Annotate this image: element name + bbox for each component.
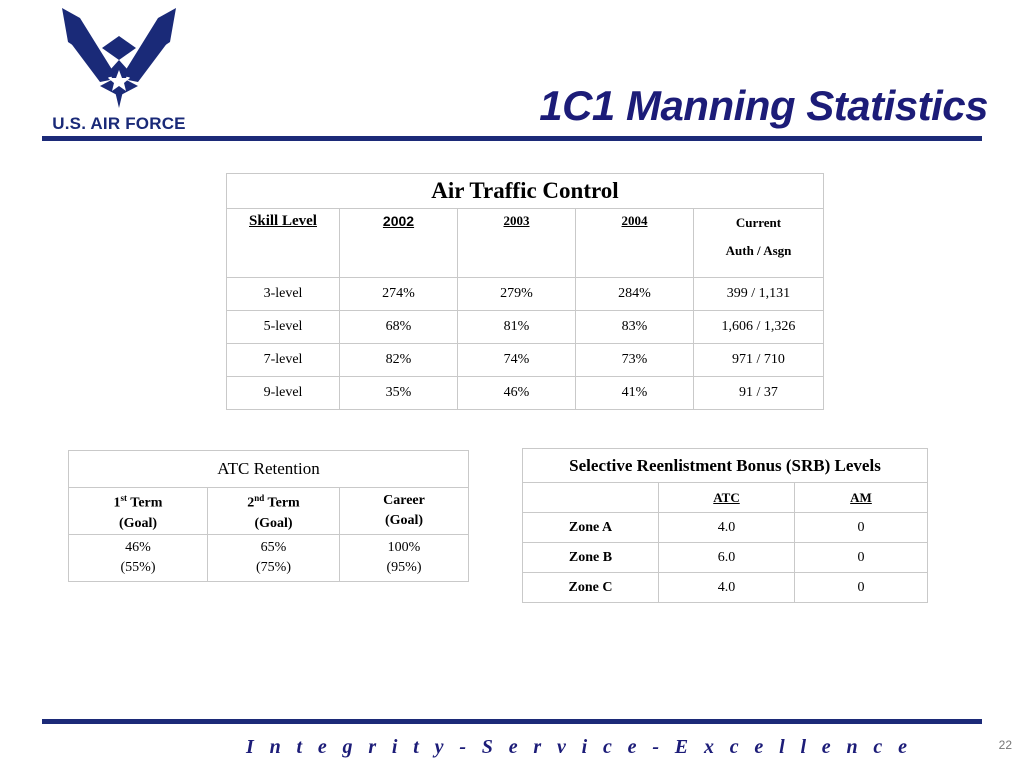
table-cell: 274% — [339, 277, 458, 311]
air-force-logo: U.S. AIR FORCE — [38, 8, 200, 136]
table-row: 9-level 35% 46% 41% 91 / 37 — [226, 376, 824, 410]
retention-value: 46% — [125, 540, 151, 555]
retention-goal: (95%) — [386, 560, 422, 575]
srb-header-am: AM — [794, 482, 928, 513]
atc-table-header: Skill Level 2002 2003 2004 Current Auth /… — [226, 208, 824, 278]
table-cell: 68% — [339, 310, 458, 344]
table-cell: 83% — [575, 310, 694, 344]
table-cell: 399 / 1,131 — [693, 277, 824, 311]
srb-table: Selective Reenlistment Bonus (SRB) Level… — [522, 448, 928, 603]
retention-caption: ATC Retention — [68, 450, 469, 488]
second-term-sup: nd — [254, 493, 265, 504]
table-cell: 0 — [794, 542, 928, 573]
retention-value: 65% — [260, 540, 287, 555]
table-cell: 81% — [457, 310, 576, 344]
table-cell: 6.0 — [658, 542, 795, 573]
table-cell: 284% — [575, 277, 694, 311]
footer-rule — [42, 719, 982, 724]
air-force-wings-icon — [62, 8, 176, 108]
table-cell: 91 / 37 — [693, 376, 824, 410]
srb-header: ATC AM — [522, 482, 928, 513]
table-cell: 74% — [457, 343, 576, 377]
page-title: 1C1 Manning Statistics — [539, 82, 988, 129]
second-term-label: Term — [264, 495, 300, 511]
table-cell: 4.0 — [658, 512, 795, 543]
table-row: 3-level 274% 279% 284% 399 / 1,131 — [226, 277, 824, 311]
header-auth-asgn: Auth / Asgn — [725, 243, 792, 258]
retention-value: 100% — [387, 540, 421, 555]
table-cell: 41% — [575, 376, 694, 410]
table-cell: 1,606 / 1,326 — [693, 310, 824, 344]
header-current: Current — [735, 215, 782, 230]
srb-header-atc: ATC — [658, 482, 795, 513]
table-row: Zone C 4.0 0 — [522, 572, 928, 603]
retention-table: ATC Retention 1st Term (Goal) 2nd Term (Go… — [68, 450, 469, 582]
table-cell: 82% — [339, 343, 458, 377]
second-term-num: 2 — [247, 495, 255, 511]
srb-header-blank — [522, 482, 659, 513]
atc-table-caption: Air Traffic Control — [226, 173, 824, 209]
header-year-2003: 2003 — [457, 208, 576, 278]
header-year-2004: 2004 — [575, 208, 694, 278]
table-cell: 0 — [794, 572, 928, 603]
zone-label: Zone C — [522, 572, 659, 603]
career-goal: (Goal) — [384, 513, 424, 528]
table-row: Zone A 4.0 0 — [522, 512, 928, 543]
first-term-goal: (Goal) — [118, 515, 158, 531]
srb-caption: Selective Reenlistment Bonus (SRB) Level… — [522, 448, 928, 483]
table-cell: 46% (55%) — [68, 534, 208, 582]
table-cell: 0 — [794, 512, 928, 543]
atc-table: Air Traffic Control Skill Level 2002 200… — [226, 173, 824, 410]
table-cell: 46% — [457, 376, 576, 410]
header-current-auth-asgn: Current Auth / Asgn — [693, 208, 824, 278]
header-skill-level: Skill Level — [226, 208, 340, 278]
first-term-label: Term — [127, 495, 163, 511]
retention-header: 1st Term (Goal) 2nd Term (Goal) Career (Goa… — [68, 487, 469, 535]
table-cell: 35% — [339, 376, 458, 410]
header-year-2002: 2002 — [339, 208, 458, 278]
table-row: 7-level 82% 74% 73% 971 / 710 — [226, 343, 824, 377]
header-first-term: 1st Term (Goal) — [68, 487, 208, 535]
header-second-term: 2nd Term (Goal) — [207, 487, 340, 535]
retention-goal: (55%) — [120, 560, 156, 575]
table-cell: 100% (95%) — [339, 534, 469, 582]
table-cell: 971 / 710 — [693, 343, 824, 377]
table-cell: 9-level — [226, 376, 340, 410]
table-row: 5-level 68% 81% 83% 1,606 / 1,326 — [226, 310, 824, 344]
zone-label: Zone A — [522, 512, 659, 543]
page-number: 22 — [998, 738, 1012, 752]
first-term-sup: st — [120, 493, 128, 504]
retention-goal: (75%) — [256, 560, 291, 575]
table-cell: 7-level — [226, 343, 340, 377]
header-career: Career (Goal) — [339, 487, 469, 535]
logo-text: U.S. AIR FORCE — [52, 114, 186, 133]
footer-motto: I n t e g r i t y - S e r v i c e - E x … — [246, 736, 913, 758]
header-rule — [42, 136, 982, 141]
table-cell: 279% — [457, 277, 576, 311]
zone-label: Zone B — [522, 542, 659, 573]
first-term-num: 1 — [113, 495, 121, 511]
table-cell: 73% — [575, 343, 694, 377]
table-row: Zone B 6.0 0 — [522, 542, 928, 573]
table-cell: 4.0 — [658, 572, 795, 603]
second-term-goal: (Goal) — [254, 515, 293, 531]
career-label: Career — [383, 493, 425, 508]
table-cell: 65% (75%) — [207, 534, 340, 582]
table-cell: 5-level — [226, 310, 340, 344]
table-cell: 3-level — [226, 277, 340, 311]
retention-values-row: 46% (55%) 65% (75%) 100% (95%) — [68, 534, 469, 582]
